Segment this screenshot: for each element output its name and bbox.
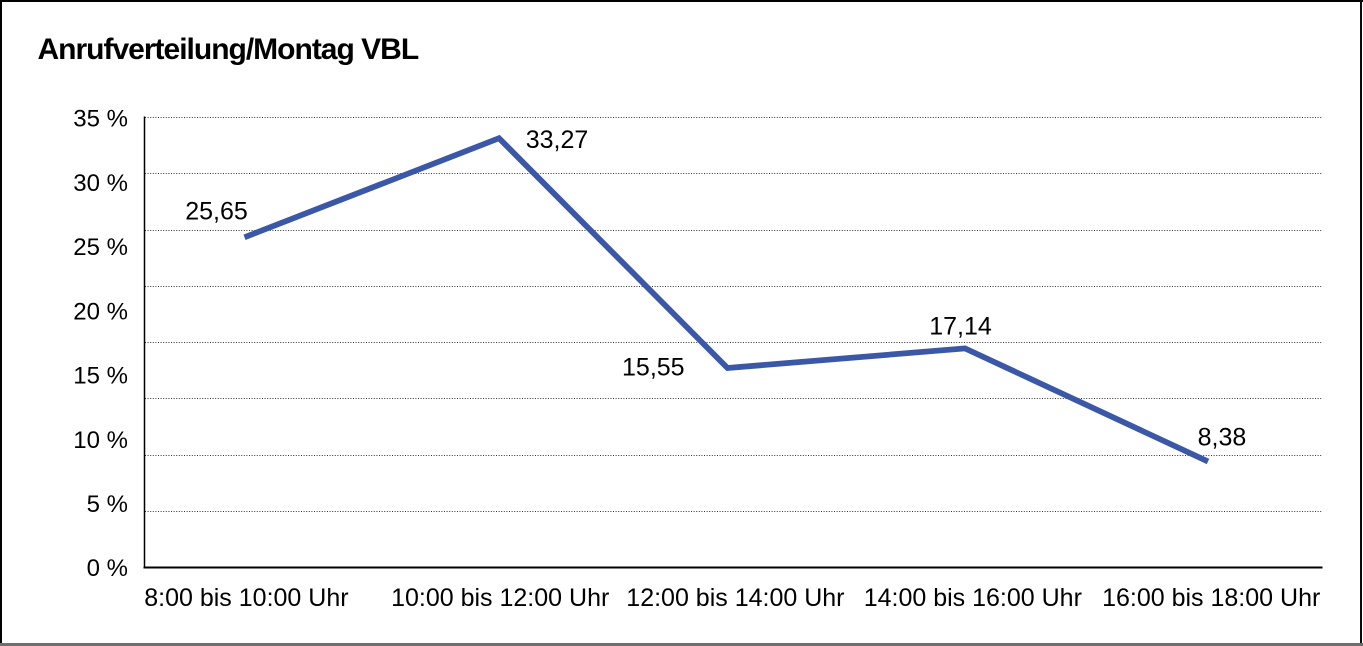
svg-text:10:00 bis 12:00 Uhr: 10:00 bis 12:00 Uhr xyxy=(391,584,609,612)
svg-text:33,27: 33,27 xyxy=(526,126,589,154)
svg-text:15 %: 15 % xyxy=(73,363,128,390)
svg-text:0 %: 0 % xyxy=(87,555,128,582)
svg-text:5 %: 5 % xyxy=(87,491,128,518)
svg-text:25 %: 25 % xyxy=(73,234,128,261)
svg-text:17,14: 17,14 xyxy=(929,313,992,341)
svg-text:Anrufverteilung/Montag VBL: Anrufverteilung/Montag VBL xyxy=(38,33,419,66)
svg-text:20 %: 20 % xyxy=(73,298,128,325)
svg-text:15,55: 15,55 xyxy=(622,354,685,382)
svg-text:10 %: 10 % xyxy=(73,427,128,454)
svg-text:16:00 bis 18:00 Uhr: 16:00 bis 18:00 Uhr xyxy=(1102,584,1320,612)
svg-text:14:00 bis 16:00 Uhr: 14:00 bis 16:00 Uhr xyxy=(864,584,1082,612)
svg-text:25,65: 25,65 xyxy=(185,198,248,226)
svg-text:8,38: 8,38 xyxy=(1198,423,1247,451)
svg-text:12:00 bis 14:00 Uhr: 12:00 bis 14:00 Uhr xyxy=(626,584,844,612)
svg-text:35 %: 35 % xyxy=(73,106,128,133)
svg-text:8:00 bis 10:00 Uhr: 8:00 bis 10:00 Uhr xyxy=(144,584,348,612)
svg-text:30 %: 30 % xyxy=(73,170,128,197)
